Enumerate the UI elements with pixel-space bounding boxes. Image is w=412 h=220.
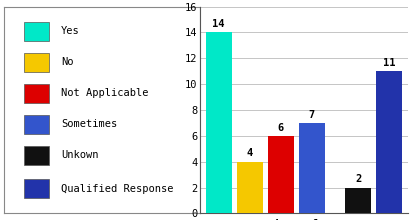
Text: 6: 6 bbox=[278, 123, 284, 133]
Bar bbox=[24, 115, 49, 134]
Bar bbox=[376, 71, 403, 213]
Text: Yes: Yes bbox=[61, 26, 80, 37]
Bar bbox=[236, 162, 263, 213]
Text: 7: 7 bbox=[309, 110, 315, 120]
Text: Sometimes: Sometimes bbox=[61, 119, 117, 130]
Bar bbox=[24, 84, 49, 103]
Text: 4: 4 bbox=[247, 148, 253, 158]
Text: No: No bbox=[61, 57, 73, 68]
Text: 11: 11 bbox=[383, 58, 396, 68]
Text: Not Applicable: Not Applicable bbox=[61, 88, 148, 99]
Bar bbox=[345, 187, 372, 213]
Text: Qualified Response: Qualified Response bbox=[61, 183, 173, 194]
Bar bbox=[24, 22, 49, 41]
Bar bbox=[206, 32, 232, 213]
Bar bbox=[267, 136, 294, 213]
X-axis label: Number of STAs: Number of STAs bbox=[254, 219, 354, 220]
Bar bbox=[299, 123, 325, 213]
Text: Unkown: Unkown bbox=[61, 150, 98, 161]
Text: 14: 14 bbox=[213, 19, 225, 29]
Bar bbox=[24, 53, 49, 72]
Bar bbox=[24, 146, 49, 165]
Bar bbox=[24, 179, 49, 198]
Text: 2: 2 bbox=[355, 174, 361, 184]
